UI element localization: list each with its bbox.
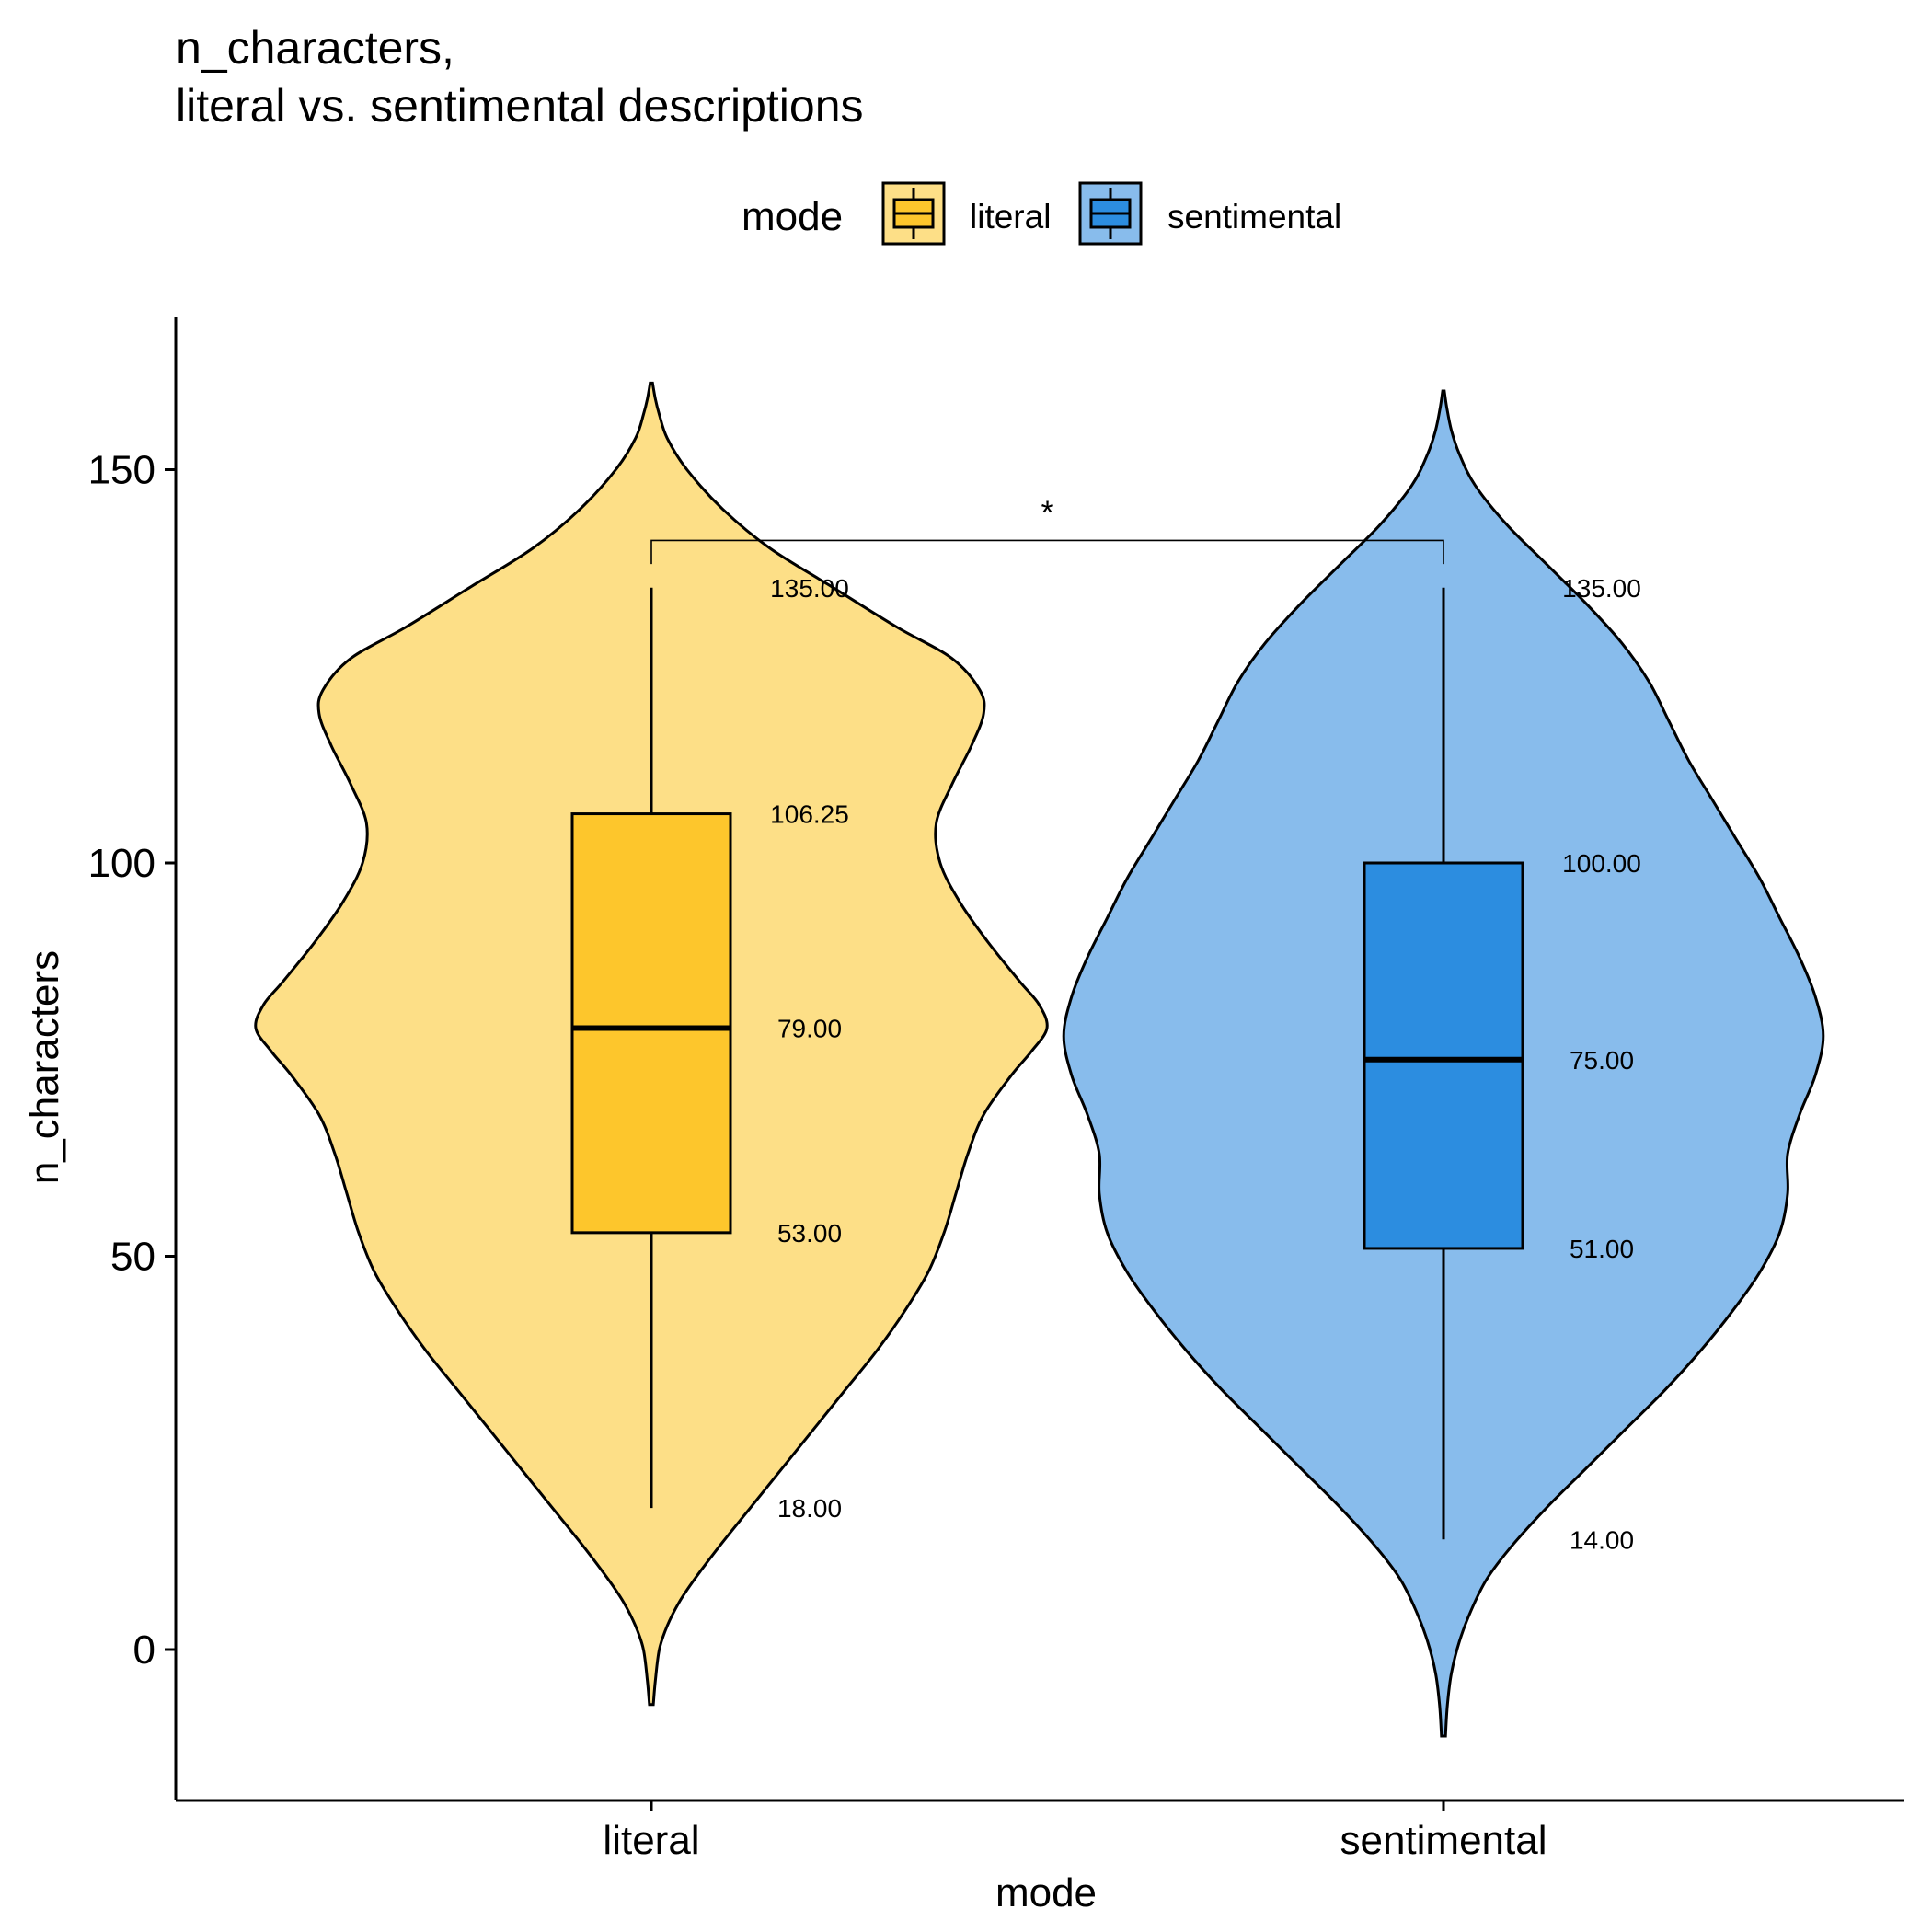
- y-tick-label-50: 50: [110, 1235, 155, 1280]
- legend-key-sentimental: [1078, 181, 1143, 246]
- x-axis-label: mode: [995, 1870, 1097, 1915]
- stat-label-q3-literal: 106.25: [770, 800, 849, 829]
- significance-label: *: [1041, 493, 1053, 531]
- stat-label-q3-sentimental: 100.00: [1562, 849, 1641, 878]
- legend-label-literal: literal: [970, 198, 1051, 236]
- y-axis-label: n_characters: [22, 950, 67, 1184]
- legend-key-literal: [881, 181, 946, 246]
- stat-label-min-sentimental: 14.00: [1570, 1525, 1634, 1554]
- stat-label-median-literal: 79.00: [777, 1015, 842, 1043]
- stat-label-median-sentimental: 75.00: [1570, 1046, 1634, 1075]
- stat-label-q1-literal: 53.00: [777, 1219, 842, 1248]
- chart-title-line-2: literal vs. sentimental descriptions: [176, 80, 864, 132]
- significance-bracket: [650, 539, 1444, 565]
- chart-title-line-1: n_characters,: [176, 22, 454, 74]
- y-tick-label-100: 100: [88, 841, 155, 886]
- stat-label-max-literal: 135.00: [770, 574, 849, 603]
- box-literal: [570, 812, 732, 1235]
- stat-label-min-literal: 18.00: [777, 1494, 842, 1523]
- x-tick-label-literal: literal: [603, 1818, 699, 1863]
- legend-title: mode: [742, 194, 843, 239]
- legend: mode literal sentimental: [742, 181, 1341, 246]
- x-tick-label-sentimental: sentimental: [1340, 1818, 1547, 1863]
- y-tick-label-150: 150: [88, 448, 155, 493]
- stat-label-max-sentimental: 135.00: [1562, 574, 1641, 603]
- stat-label-q1-sentimental: 51.00: [1570, 1235, 1634, 1263]
- box-sentimental: [1363, 861, 1524, 1250]
- y-tick-label-0: 0: [133, 1627, 155, 1673]
- plot-area: 135.00 106.25 79.00 53.00 18.00 135.00 100.00 7…: [88, 317, 1904, 1863]
- legend-label-sentimental: sentimental: [1167, 198, 1341, 236]
